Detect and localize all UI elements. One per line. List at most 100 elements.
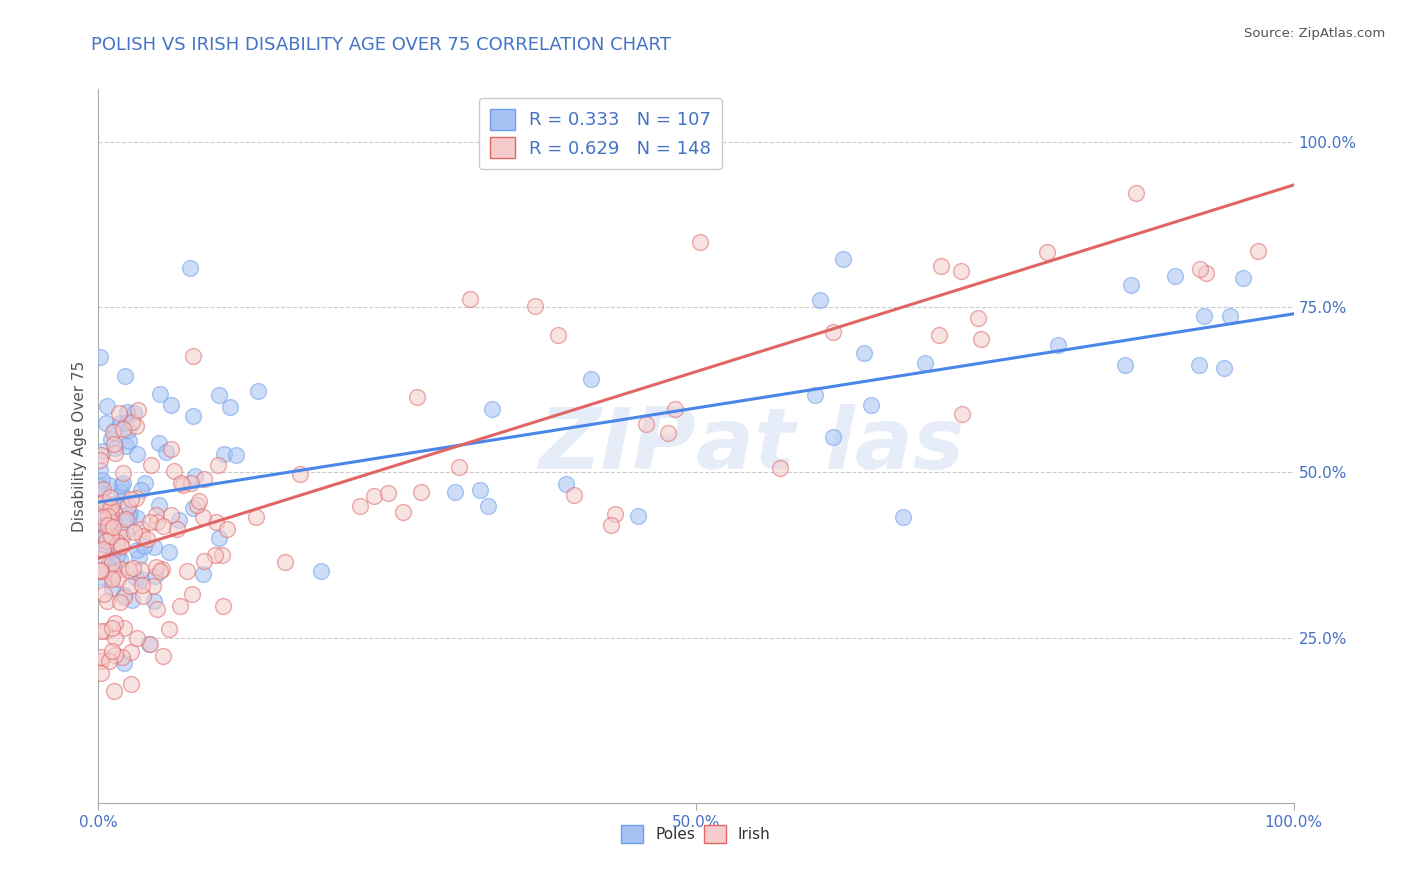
Point [94,518,117,533]
Point [118,579,141,593]
Point [891,510,914,524]
Point [110,493,132,508]
Point [112,590,135,604]
Point [212,599,235,613]
Point [139,515,162,529]
Point [120,506,142,520]
Point [112,656,135,670]
Point [181,409,204,423]
Point [93,587,115,601]
Point [349,499,371,513]
Point [207,458,229,472]
Point [1188,358,1211,372]
Point [103,505,125,519]
Point [104,631,127,645]
Point [91,510,114,524]
Point [101,621,124,635]
Point [1219,309,1241,323]
Point [96,399,118,413]
Point [449,460,471,475]
Point [111,530,134,544]
Point [821,430,844,444]
Point [914,356,936,370]
Point [142,540,165,554]
Point [100,514,122,528]
Point [860,398,883,412]
Point [204,549,226,563]
Point [103,615,125,630]
Point [160,442,183,457]
Point [97,654,120,668]
Point [444,484,467,499]
Point [100,507,122,521]
Point [135,533,157,547]
Y-axis label: Disability Age Over 75: Disability Age Over 75 [72,360,87,532]
Point [103,437,125,451]
Point [107,524,129,538]
Point [170,475,193,490]
Point [146,602,169,616]
Point [634,417,657,431]
Point [138,637,160,651]
Point [180,475,202,490]
Point [105,549,128,564]
Point [112,466,135,480]
Point [89,519,111,533]
Point [247,384,270,398]
Point [118,563,141,577]
Point [103,563,125,577]
Point [217,522,239,536]
Point [103,515,125,529]
Point [186,499,208,513]
Point [110,539,132,553]
Point [1247,244,1270,259]
Point [120,677,142,691]
Point [458,292,481,306]
Point [481,402,503,417]
Point [179,261,201,276]
Point [110,478,132,492]
Point [112,621,135,635]
Point [599,518,621,533]
Point [808,293,831,307]
Point [89,533,111,547]
Point [125,572,148,586]
Point [117,499,139,513]
Point [115,511,138,525]
Point [118,510,141,524]
Point [97,478,120,492]
Point [114,417,136,431]
Point [98,490,121,504]
Point [101,519,124,533]
Point [111,422,134,436]
Point [468,483,491,498]
Point [107,572,129,586]
Point [181,586,204,600]
Point [145,515,167,529]
Point [108,416,131,430]
Point [274,555,297,569]
Point [132,589,155,603]
Point [89,453,111,467]
Point [98,501,121,516]
Point [101,511,124,525]
Point [148,436,170,450]
Point [176,564,198,578]
Point [90,649,112,664]
Point [115,439,138,453]
Point [966,311,988,326]
Point [131,578,153,592]
Text: Source: ZipAtlas.com: Source: ZipAtlas.com [1244,27,1385,40]
Point [96,594,118,608]
Point [143,569,166,583]
Point [89,350,111,364]
Point [212,447,235,461]
Point [166,522,188,536]
Point [121,415,143,429]
Point [163,464,186,478]
Point [138,637,160,651]
Point [120,645,142,659]
Point [114,524,136,539]
Point [101,643,124,657]
Point [89,480,111,494]
